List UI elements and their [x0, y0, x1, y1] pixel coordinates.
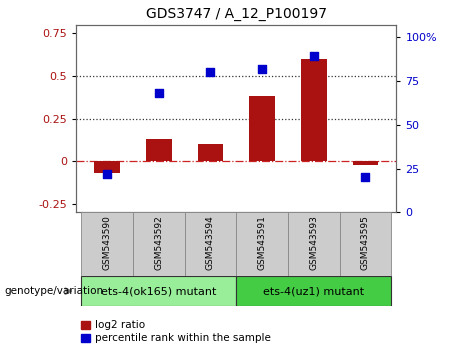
- Bar: [353, 161, 378, 165]
- Bar: [301, 59, 327, 161]
- Bar: [249, 96, 275, 161]
- Bar: [81, 276, 236, 306]
- Point: [207, 69, 214, 75]
- Bar: [197, 144, 223, 161]
- Bar: [184, 212, 236, 276]
- Text: GSM543591: GSM543591: [258, 215, 266, 270]
- Bar: [340, 212, 391, 276]
- Text: genotype/variation: genotype/variation: [5, 286, 104, 296]
- Text: GSM543594: GSM543594: [206, 215, 215, 270]
- Point: [310, 53, 318, 59]
- Bar: [146, 139, 171, 161]
- Point: [362, 175, 369, 180]
- Text: GSM543592: GSM543592: [154, 215, 163, 270]
- Bar: [236, 276, 391, 306]
- Text: GSM543590: GSM543590: [102, 215, 112, 270]
- Title: GDS3747 / A_12_P100197: GDS3747 / A_12_P100197: [146, 7, 327, 21]
- Bar: [94, 161, 120, 173]
- Point: [155, 90, 162, 96]
- Text: ets-4(uz1) mutant: ets-4(uz1) mutant: [263, 286, 364, 296]
- Bar: [288, 212, 340, 276]
- Legend: log2 ratio, percentile rank within the sample: log2 ratio, percentile rank within the s…: [81, 320, 271, 343]
- Bar: [81, 212, 133, 276]
- Text: ets-4(ok165) mutant: ets-4(ok165) mutant: [101, 286, 216, 296]
- Text: GSM543595: GSM543595: [361, 215, 370, 270]
- Point: [103, 171, 111, 177]
- Point: [259, 66, 266, 72]
- Bar: [133, 212, 184, 276]
- Bar: [236, 212, 288, 276]
- Text: GSM543593: GSM543593: [309, 215, 318, 270]
